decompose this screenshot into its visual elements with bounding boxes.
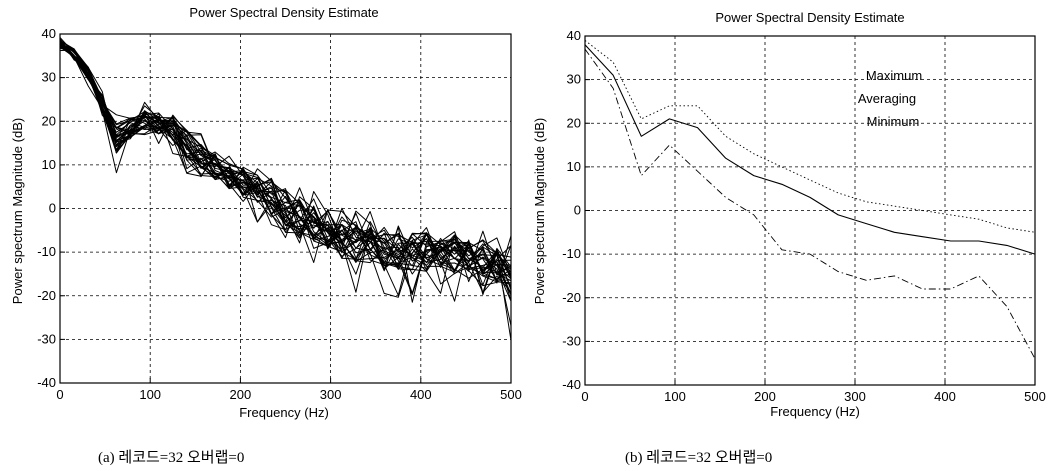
chart-b-y-tick-label: -40 bbox=[562, 377, 581, 392]
chart-a-record-line bbox=[59, 41, 512, 296]
chart-a-x-tick-label: 100 bbox=[139, 387, 161, 402]
chart-b-legend-label-minimum: Minimum bbox=[867, 114, 920, 129]
chart-a-x-tick-label: 0 bbox=[56, 387, 63, 402]
chart-a-xlabel: Frequency (Hz) bbox=[239, 405, 329, 420]
chart-a-y-tick-label: 20 bbox=[42, 113, 56, 128]
chart-a-x-tick-label: 400 bbox=[410, 387, 432, 402]
chart-a-record-line bbox=[59, 49, 512, 273]
chart-b-x-tick-label: 300 bbox=[844, 389, 866, 404]
chart-b-y-tick-label: 40 bbox=[567, 28, 581, 43]
chart-a-record-line bbox=[59, 37, 512, 285]
chart-a-psd: Power Spectral Density Estimate Power sp… bbox=[10, 5, 522, 420]
chart-b-plot-area: 0 100 200 300 400 500 -40 -30 -20 -10 0 10 20 30 40 Max… bbox=[562, 28, 1046, 404]
chart-b-x-tick-label: 500 bbox=[1024, 389, 1046, 404]
chart-b-x-tick-label: 400 bbox=[934, 389, 956, 404]
chart-a-record-line bbox=[59, 48, 512, 273]
chart-a-record-line bbox=[59, 45, 512, 293]
chart-a-y-tick-label: 40 bbox=[42, 26, 56, 41]
chart-b-legend-label-averaging: Averaging bbox=[858, 91, 916, 106]
chart-b-ylabel: Power spectrum Magnitude (dB) bbox=[532, 118, 547, 304]
chart-b-y-tick-label: -10 bbox=[562, 246, 581, 261]
chart-b-y-tick-label: -20 bbox=[562, 290, 581, 305]
caption-b: (b) 레코드=32 오버랩=0 bbox=[625, 450, 773, 466]
caption-a: (a) 레코드=32 오버랩=0 bbox=[98, 450, 245, 466]
chart-b-title: Power Spectral Density Estimate bbox=[715, 10, 904, 25]
chart-a-record-line bbox=[59, 38, 512, 270]
chart-a-ylabel: Power spectrum Magnitude (dB) bbox=[10, 118, 25, 304]
chart-a-x-tick-label: 500 bbox=[500, 387, 522, 402]
chart-a-y-tick-label: -30 bbox=[37, 331, 56, 346]
chart-a-y-tick-label: -40 bbox=[37, 375, 56, 390]
chart-a-x-tick-label: 200 bbox=[230, 387, 252, 402]
chart-a-x-tick-label: 300 bbox=[320, 387, 342, 402]
chart-b-y-tick-label: 30 bbox=[567, 72, 581, 87]
chart-b-y-tick-label: 0 bbox=[574, 203, 581, 218]
chart-b-series-maximum bbox=[584, 40, 1036, 233]
chart-a-plot-area: 0 100 200 300 400 500 -40 -30 -20 -10 0 10 20 30 40 bbox=[37, 26, 522, 402]
chart-a-title: Power Spectral Density Estimate bbox=[189, 5, 378, 20]
chart-b-axes-box bbox=[584, 35, 1036, 386]
chart-b-legend-label-maximum: Maximum bbox=[866, 68, 922, 83]
chart-a-axes-box bbox=[59, 33, 512, 384]
chart-b-y-tick-label: 10 bbox=[567, 159, 581, 174]
chart-a-y-tick-label: 30 bbox=[42, 70, 56, 85]
chart-b-series-averaging bbox=[584, 44, 1036, 255]
chart-a-series-group bbox=[59, 37, 512, 341]
chart-a-y-tick-label: 0 bbox=[49, 201, 56, 216]
chart-a-record-line bbox=[59, 45, 512, 294]
chart-a-y-tick-label: 10 bbox=[42, 157, 56, 172]
chart-b-xlabel: Frequency (Hz) bbox=[770, 404, 860, 419]
chart-a-record-line bbox=[59, 46, 512, 282]
chart-b-psd: Power Spectral Density Estimate Power sp… bbox=[532, 10, 1046, 419]
chart-b-y-tick-label: 20 bbox=[567, 115, 581, 130]
chart-b-x-tick-label: 200 bbox=[754, 389, 776, 404]
chart-a-y-tick-label: -10 bbox=[37, 244, 56, 259]
chart-b-y-tick-label: -30 bbox=[562, 333, 581, 348]
chart-b-series-minimum bbox=[584, 48, 1036, 360]
chart-a-y-tick-label: -20 bbox=[37, 288, 56, 303]
chart-b-x-tick-label: 0 bbox=[581, 389, 588, 404]
chart-b-x-tick-label: 100 bbox=[664, 389, 686, 404]
